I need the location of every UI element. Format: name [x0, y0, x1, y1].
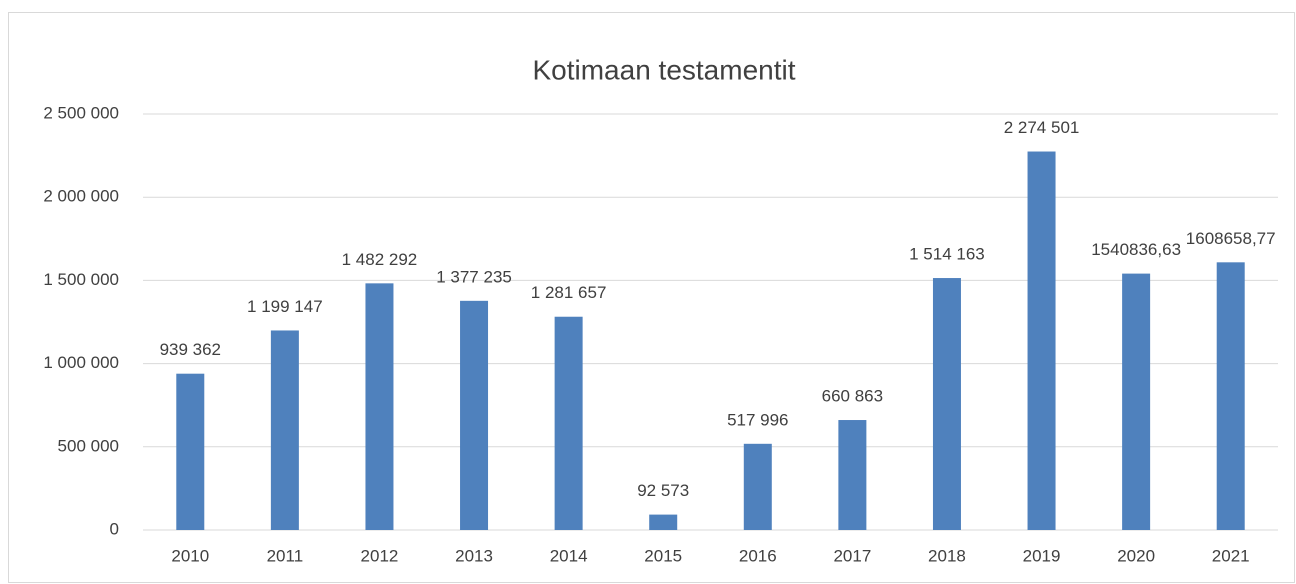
value-label: 939 362: [160, 340, 221, 359]
x-tick-label: 2010: [171, 546, 209, 565]
x-tick-label: 2016: [739, 546, 777, 565]
bar: [932, 278, 961, 530]
bar: [270, 330, 299, 530]
y-tick-label: 0: [110, 519, 119, 538]
bar: [176, 373, 205, 530]
value-label: 660 863: [822, 387, 883, 406]
bar: [1216, 262, 1245, 530]
x-tick-label: 2019: [1023, 546, 1061, 565]
value-label: 1 281 657: [531, 283, 607, 302]
x-tick-label: 2014: [550, 546, 588, 565]
bar: [838, 420, 867, 530]
value-label: 92 573: [637, 481, 689, 500]
bar: [649, 514, 678, 530]
bar: [554, 316, 583, 530]
x-tick-label: 2017: [833, 546, 871, 565]
bar: [1122, 273, 1151, 530]
value-label: 1 199 147: [247, 297, 323, 316]
x-tick-label: 2020: [1117, 546, 1155, 565]
chart-frame: [8, 12, 1295, 583]
value-label: 1 514 163: [909, 245, 985, 264]
value-label: 1 377 235: [436, 267, 512, 286]
x-tick-label: 2021: [1212, 546, 1250, 565]
y-tick-label: 1 500 000: [43, 270, 119, 289]
value-label: 517 996: [727, 410, 788, 429]
value-label: 1608658,77: [1186, 229, 1276, 248]
y-tick-label: 2 500 000: [43, 103, 119, 122]
y-tick-label: 500 000: [58, 436, 119, 455]
x-tick-label: 2015: [644, 546, 682, 565]
bar: [460, 300, 489, 530]
bar: [1027, 151, 1056, 530]
value-label: 1 482 292: [342, 250, 418, 269]
bar: [365, 283, 394, 530]
x-tick-label: 2018: [928, 546, 966, 565]
bar: [743, 443, 772, 530]
x-tick-label: 2011: [267, 546, 304, 565]
chart-title: Kotimaan testamentit: [532, 54, 795, 85]
y-tick-label: 1 000 000: [43, 353, 119, 372]
value-label: 2 274 501: [1004, 118, 1080, 137]
x-tick-label: 2012: [361, 546, 399, 565]
y-tick-label: 2 000 000: [43, 187, 119, 206]
x-tick-label: 2013: [455, 546, 493, 565]
value-label: 1540836,63: [1091, 240, 1181, 259]
